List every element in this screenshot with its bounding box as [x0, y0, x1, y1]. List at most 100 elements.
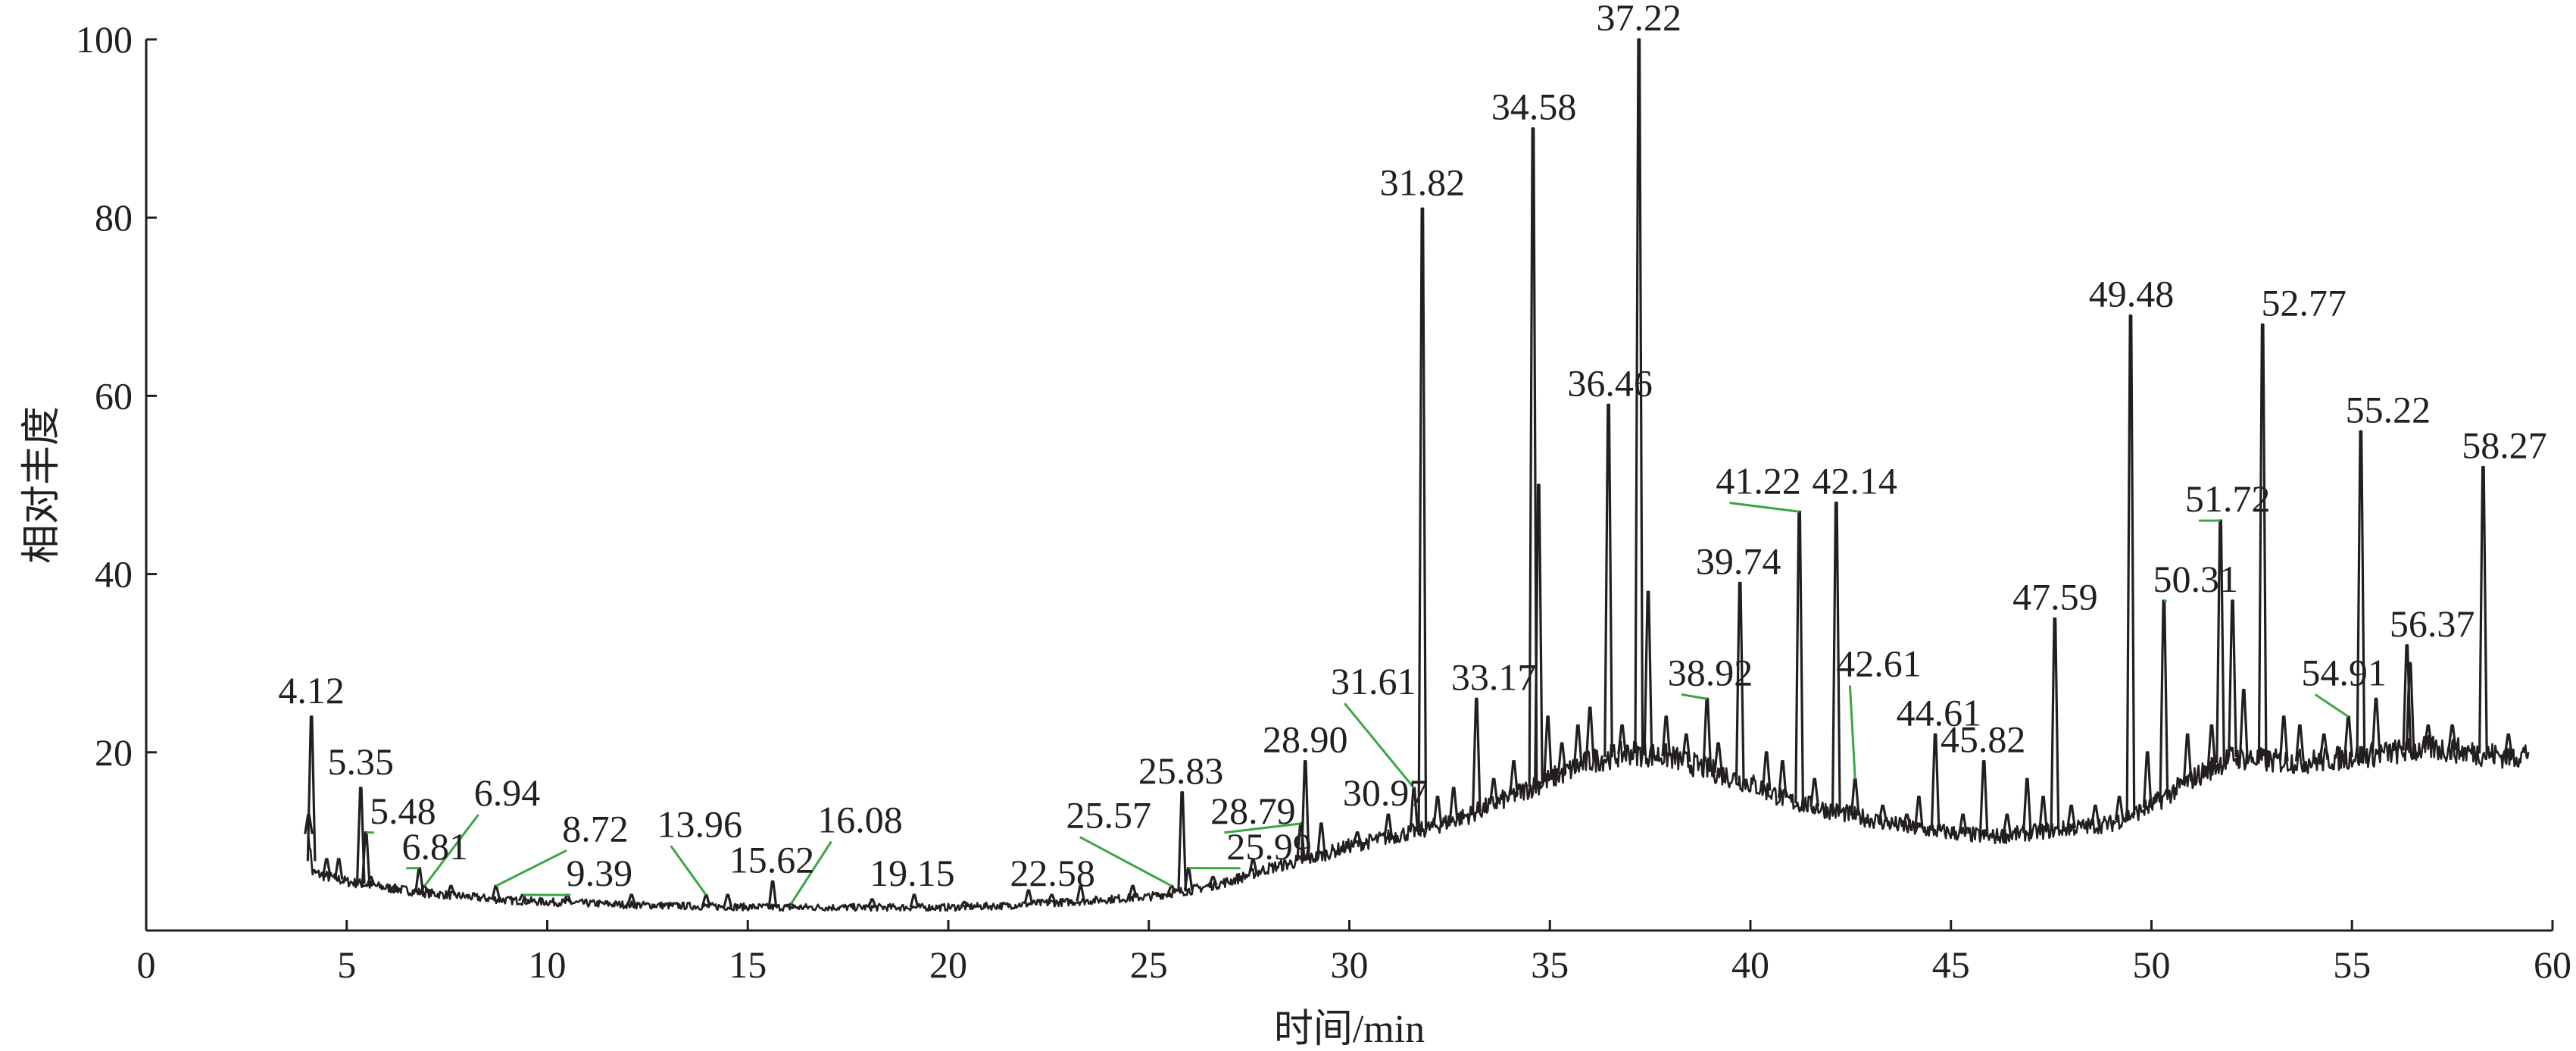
peak-22.58 [1047, 893, 1057, 903]
peak-label-4.12: 4.12 [278, 669, 345, 712]
peak-8.72 [491, 884, 501, 900]
minor-peak [1509, 760, 1519, 796]
peak-49.48 [2125, 314, 2136, 815]
y-tick-label: 60 [95, 374, 133, 417]
peak-58.27 [2478, 465, 2488, 754]
peak-38.92 [1702, 697, 1713, 769]
peak-label-31.82: 31.82 [1380, 161, 1466, 204]
peak-label-54.91: 54.91 [2301, 651, 2387, 693]
peak-52.77 [2257, 323, 2268, 761]
peak-label-30.97: 30.97 [1343, 771, 1429, 814]
leader-line-13.96 [670, 845, 707, 896]
peak-44.61 [1930, 733, 1941, 831]
peak-5.35 [355, 787, 366, 884]
peak-54.91 [2343, 715, 2353, 758]
peak-label-19.15: 19.15 [870, 852, 955, 894]
minor-peak [2405, 662, 2415, 751]
peak-16.08 [786, 902, 796, 909]
peak-label-50.31: 50.31 [2153, 558, 2238, 600]
minor-peak [2114, 796, 2125, 821]
peak-13.96 [701, 893, 711, 907]
y-tick-label: 80 [95, 196, 133, 239]
minor-peak [2423, 724, 2434, 749]
x-tick-label: 20 [929, 943, 967, 986]
peak-30.97 [1383, 813, 1394, 838]
minor-peak [446, 884, 456, 896]
x-tick-label: 10 [529, 943, 567, 986]
peak-label-36.46: 36.46 [1567, 361, 1653, 404]
x-tick-label: 60 [2534, 943, 2571, 986]
x-tick-label: 0 [137, 943, 156, 986]
minor-peak [2142, 751, 2153, 808]
x-tick-label: 55 [2333, 943, 2371, 986]
minor-peak [867, 898, 877, 908]
peak-label-42.61: 42.61 [1836, 643, 1922, 685]
minor-peak [1643, 590, 1653, 755]
peak-37.22 [1634, 38, 1644, 754]
peak-34.58 [1528, 127, 1538, 787]
leader-line-41.22 [1729, 502, 1800, 513]
minor-peak [2278, 715, 2289, 762]
minor-peak [1432, 796, 1443, 826]
minor-peak [1076, 884, 1086, 902]
minor-peak [2228, 599, 2237, 757]
minor-peak [1543, 715, 1553, 780]
x-tick-label: 45 [1932, 943, 1970, 986]
minor-peak [1316, 822, 1326, 856]
peak-19.15 [909, 893, 920, 908]
minor-peak [1248, 858, 1258, 874]
peak-label-16.08: 16.08 [817, 799, 903, 841]
minor-peak [2295, 724, 2305, 762]
minor-peak [2002, 813, 2012, 836]
minor-peak [960, 900, 970, 908]
minor-peak [723, 893, 733, 907]
minor-peak [1761, 751, 1772, 791]
peak-42.61 [1850, 777, 1860, 816]
peak-4.12 [306, 715, 317, 862]
minor-peak [626, 893, 637, 906]
peak-label-34.58: 34.58 [1491, 86, 1577, 128]
minor-peak [1809, 777, 1820, 807]
peak-56.37 [2402, 644, 2412, 751]
x-axis-ticks: 0 5 10 15 20 25 30 35 40 45 50 55 60 [137, 920, 2571, 986]
x-tick-label: 15 [729, 943, 767, 986]
minor-peak [390, 884, 400, 890]
minor-peak [2238, 688, 2249, 759]
y-tick-label: 100 [76, 18, 133, 61]
minor-peak [2066, 804, 2076, 829]
peak-label-42.14: 42.14 [1812, 460, 1897, 502]
minor-peak [1778, 760, 1788, 798]
x-tick-label: 35 [1531, 943, 1569, 986]
minor-peak [1023, 889, 1034, 905]
peak-label-8.72: 8.72 [562, 807, 629, 849]
peak-47.59 [2050, 617, 2060, 830]
minor-peak [1352, 831, 1363, 845]
minor-peak [1128, 884, 1138, 899]
x-tick-label: 30 [1331, 943, 1369, 986]
minor-peak [2090, 804, 2100, 826]
minor-peak [1488, 777, 1499, 805]
leader-line-54.91 [2314, 693, 2350, 718]
minor-peak [1878, 804, 1888, 822]
peak-36.46 [1603, 403, 1613, 758]
peak-leader-lines [366, 502, 2350, 905]
x-tick-label: 5 [337, 943, 356, 986]
peak-spikes [304, 38, 2514, 909]
minor-peak [1585, 706, 1595, 762]
peak-label-45.82: 45.82 [1941, 718, 2026, 761]
minor-peak [1557, 742, 1567, 774]
minor-peak [1681, 733, 1691, 762]
leader-line-42.61 [1848, 685, 1856, 780]
peak-55.22 [2356, 430, 2366, 756]
x-axis-title: 时间/min [1274, 1008, 1425, 1051]
leader-line-8.72 [495, 849, 567, 887]
peak-6.81 [414, 867, 424, 893]
peak-50.31 [2159, 599, 2169, 798]
peak-15.62 [767, 880, 778, 908]
peak-label-13.96: 13.96 [657, 802, 742, 845]
peak-label-5.35: 5.35 [328, 740, 395, 783]
minor-peak [2022, 777, 2032, 834]
minor-peak [2503, 733, 2514, 757]
peak-31.82 [1417, 207, 1428, 830]
peak-label-25.83: 25.83 [1138, 749, 1224, 792]
